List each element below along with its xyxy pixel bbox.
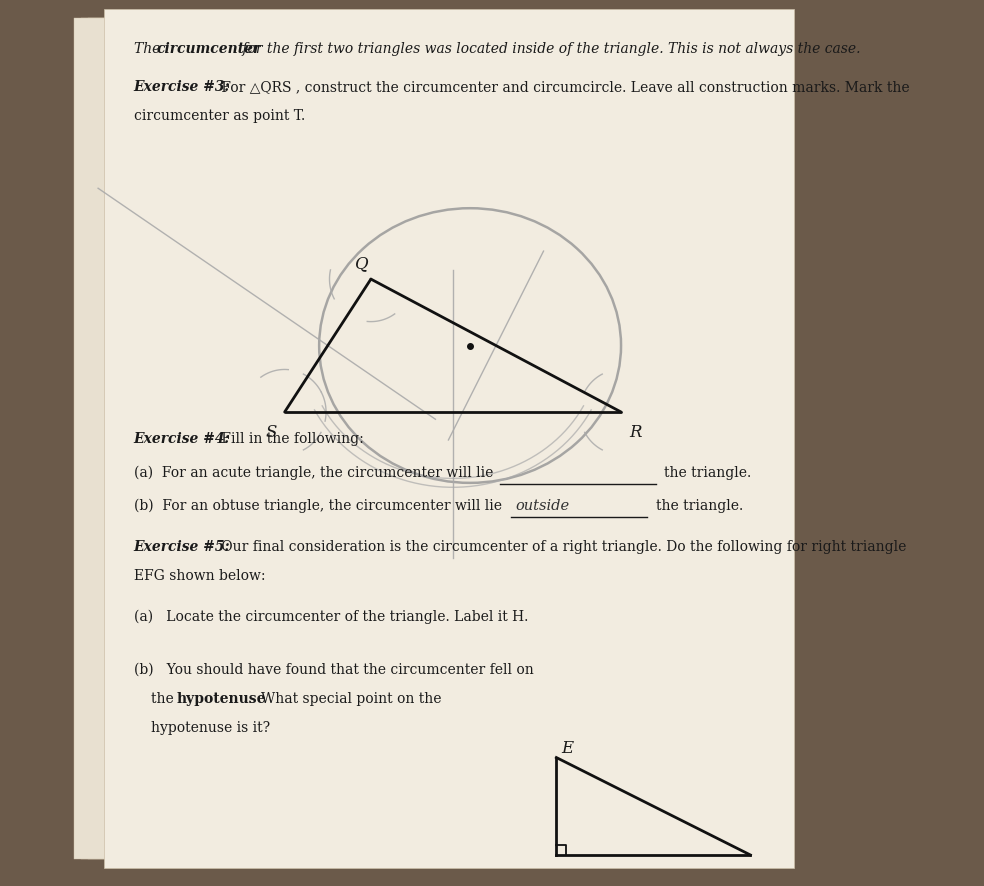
- FancyBboxPatch shape: [81, 18, 763, 859]
- FancyBboxPatch shape: [88, 18, 769, 859]
- Text: For △QRS , construct the circumcenter and circumcircle. Leave all construction m: For △QRS , construct the circumcenter an…: [216, 80, 909, 94]
- Text: hypotenuse: hypotenuse: [177, 692, 267, 706]
- Text: The: The: [134, 43, 164, 56]
- Text: S: S: [266, 424, 277, 441]
- Text: (b)   You should have found that the circumcenter fell on: (b) You should have found that the circu…: [134, 663, 533, 677]
- Text: (b)  For an obtuse triangle, the circumcenter will lie: (b) For an obtuse triangle, the circumce…: [134, 499, 506, 513]
- Text: E: E: [562, 740, 574, 758]
- Text: .  What special point on the: . What special point on the: [248, 692, 442, 706]
- Text: Exercise #3:: Exercise #3:: [134, 80, 230, 94]
- Text: Fill in the following:: Fill in the following:: [216, 432, 363, 446]
- Text: Q: Q: [355, 255, 369, 273]
- Text: the triangle.: the triangle.: [664, 466, 752, 479]
- FancyBboxPatch shape: [74, 18, 756, 859]
- Text: (a)  For an acute triangle, the circumcenter will lie: (a) For an acute triangle, the circumcen…: [134, 465, 498, 479]
- Text: circumcenter: circumcenter: [156, 43, 261, 56]
- FancyBboxPatch shape: [103, 9, 793, 868]
- Text: hypotenuse is it?: hypotenuse is it?: [151, 721, 270, 735]
- Text: Exercise #5:: Exercise #5:: [134, 540, 230, 554]
- Text: R: R: [630, 424, 643, 441]
- Text: Our final consideration is the circumcenter of a right triangle. Do the followin: Our final consideration is the circumcen…: [216, 540, 906, 554]
- Text: for the first two triangles was located inside of the triangle. This is not alwa: for the first two triangles was located …: [238, 43, 861, 56]
- Text: Exercise #4:: Exercise #4:: [134, 432, 230, 446]
- Text: outside: outside: [516, 499, 570, 513]
- Text: the triangle.: the triangle.: [655, 499, 743, 513]
- Text: circumcenter as point T.: circumcenter as point T.: [134, 109, 305, 123]
- Text: EFG shown below:: EFG shown below:: [134, 570, 266, 583]
- Text: the: the: [151, 692, 178, 706]
- Text: (a)   Locate the circumcenter of the triangle. Label it H.: (a) Locate the circumcenter of the trian…: [134, 610, 528, 625]
